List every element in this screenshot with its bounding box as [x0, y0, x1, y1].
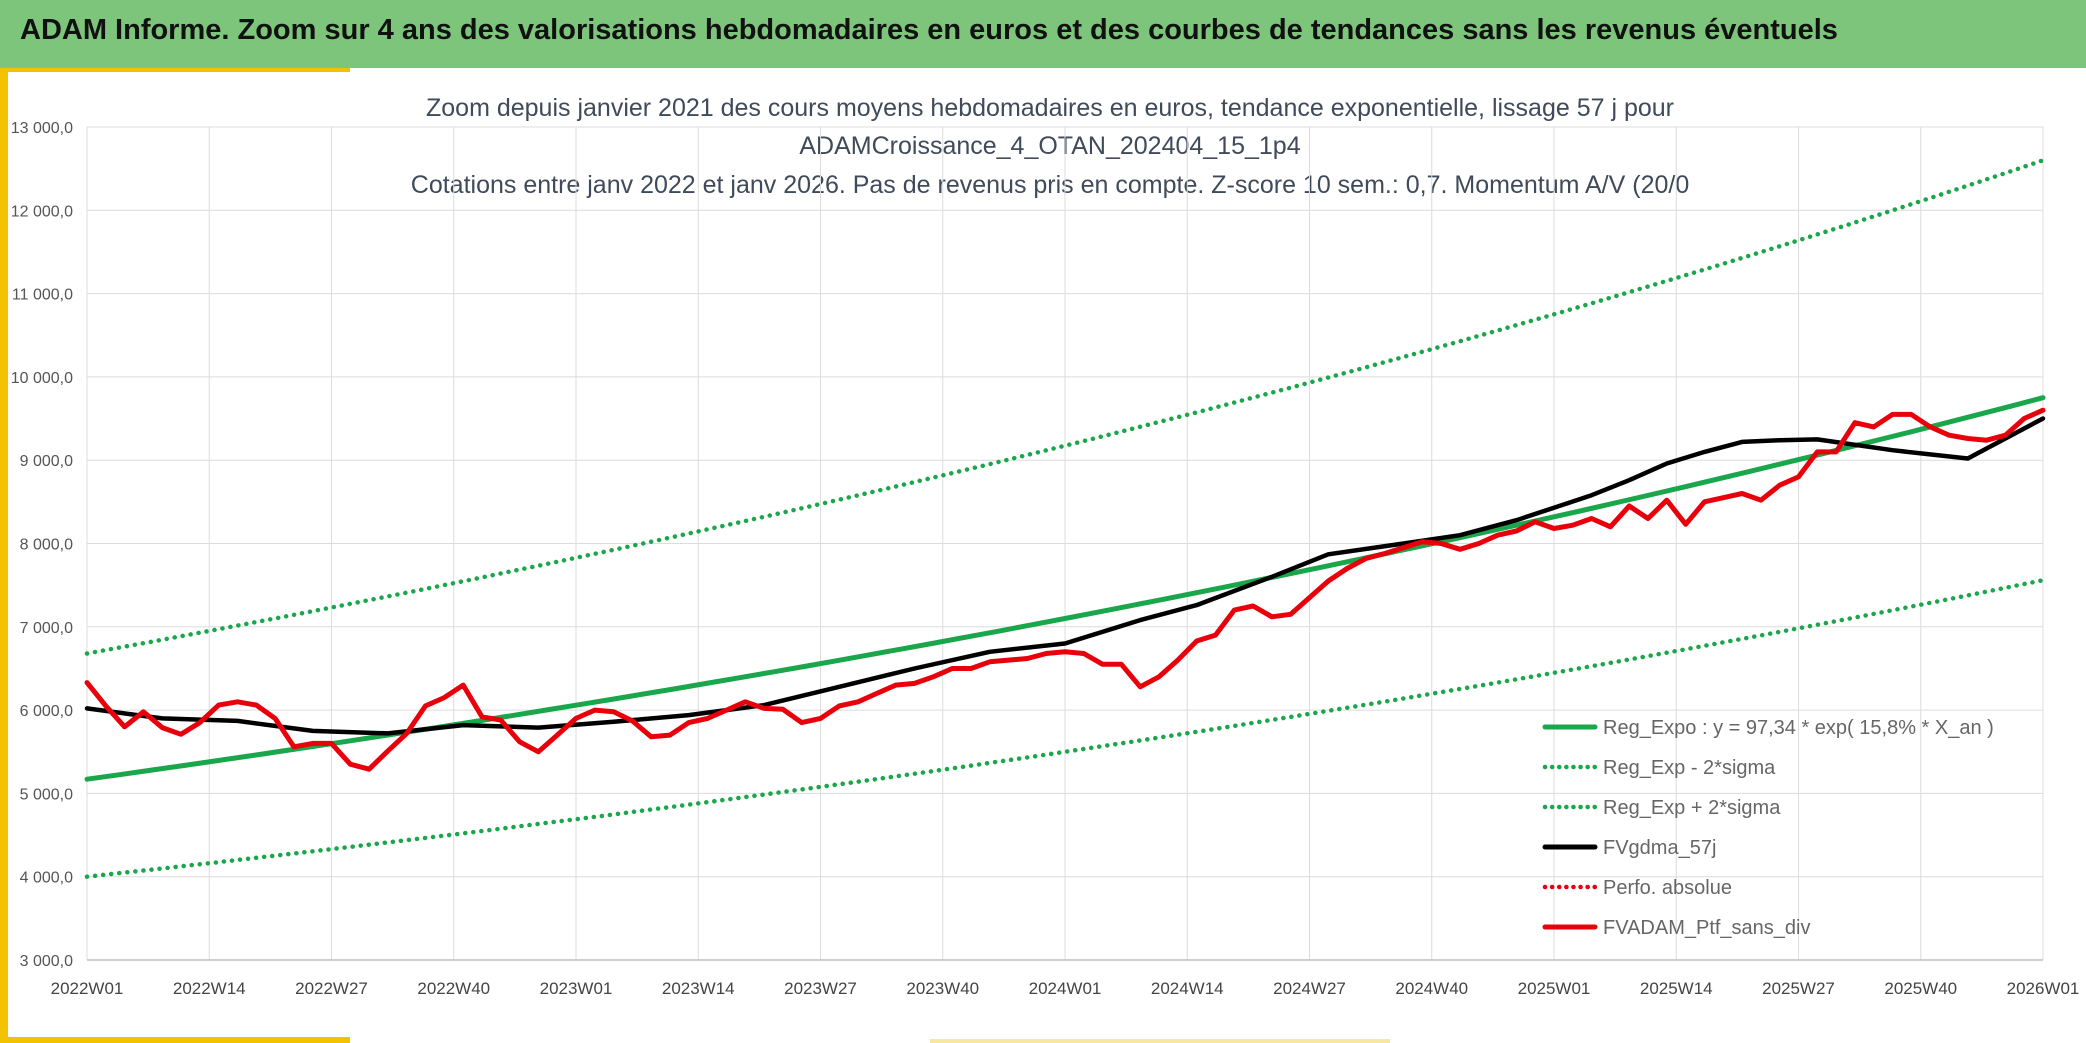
- top-accent-bar: [0, 68, 350, 72]
- x-tick-label: 2023W14: [662, 979, 735, 998]
- x-tick-label: 2025W40: [1884, 979, 1957, 998]
- bottom-accent-bar: [0, 1037, 350, 1043]
- x-tick-label: 2024W27: [1273, 979, 1346, 998]
- y-tick-label: 7 000,0: [20, 620, 73, 637]
- series-line-5: [84, 407, 2046, 772]
- x-tick-label: 2022W40: [417, 979, 490, 998]
- y-tick-label: 8 000,0: [20, 537, 73, 554]
- y-tick-label: 13 000,0: [11, 120, 73, 137]
- x-tick-label: 2022W01: [51, 979, 124, 998]
- y-tick-label: 9 000,0: [20, 453, 73, 470]
- y-tick-label: 10 000,0: [11, 370, 73, 387]
- y-tick-label: 6 000,0: [20, 703, 73, 720]
- x-tick-label: 2023W27: [784, 979, 857, 998]
- series-line-1: [84, 577, 2046, 879]
- series-line-2: [84, 158, 2046, 656]
- x-tick-label: 2025W27: [1762, 979, 1835, 998]
- y-tick-label: 12 000,0: [11, 203, 73, 220]
- chart-title-line-1: Zoom depuis janvier 2021 des cours moyen…: [426, 94, 1674, 122]
- series-line-3: [84, 416, 2046, 736]
- banner-title: ADAM Informe. Zoom sur 4 ans des valoris…: [20, 14, 1838, 46]
- legend-label: Reg_Exp + 2*sigma: [1603, 797, 1781, 819]
- y-tick-label: 11 000,0: [12, 287, 73, 304]
- title-banner: ADAM Informe. Zoom sur 4 ans des valoris…: [0, 0, 2086, 68]
- legend-label: FVgdma_57j: [1603, 837, 1716, 859]
- x-tick-label: 2025W14: [1640, 979, 1713, 998]
- x-tick-label: 2024W14: [1151, 979, 1224, 998]
- y-tick-label: 3 000,0: [20, 953, 73, 970]
- legend-label: Reg_Exp - 2*sigma: [1603, 757, 1776, 779]
- y-tick-label: 5 000,0: [20, 786, 73, 803]
- chart-title-line-2: ADAMCroissance_4_OTAN_202404_15_1p4: [799, 132, 1300, 160]
- x-tick-label: 2024W01: [1029, 979, 1102, 998]
- x-tick-label: 2024W40: [1395, 979, 1468, 998]
- chart-title-line-3: Cotations entre janv 2022 et janv 2026. …: [411, 171, 1689, 199]
- x-tick-label: 2023W40: [906, 979, 979, 998]
- x-tick-label: 2023W01: [540, 979, 613, 998]
- legend-label: FVADAM_Ptf_sans_div: [1603, 917, 1811, 939]
- y-tick-label: 4 000,0: [20, 870, 73, 887]
- x-tick-label: 2025W01: [1518, 979, 1591, 998]
- x-tick-label: 2026W01: [2007, 979, 2080, 998]
- x-tick-label: 2022W14: [173, 979, 246, 998]
- x-tick-label: 2022W27: [295, 979, 368, 998]
- legend-label: Perfo. absolue: [1603, 877, 1732, 899]
- legend-label: Reg_Expo : y = 97,34 * exp( 15,8% * X_an…: [1603, 717, 1994, 739]
- bottom-accent-bar-light: [930, 1039, 1390, 1043]
- left-accent-bar: [0, 68, 8, 1043]
- chart-frame: [8, 72, 2082, 1037]
